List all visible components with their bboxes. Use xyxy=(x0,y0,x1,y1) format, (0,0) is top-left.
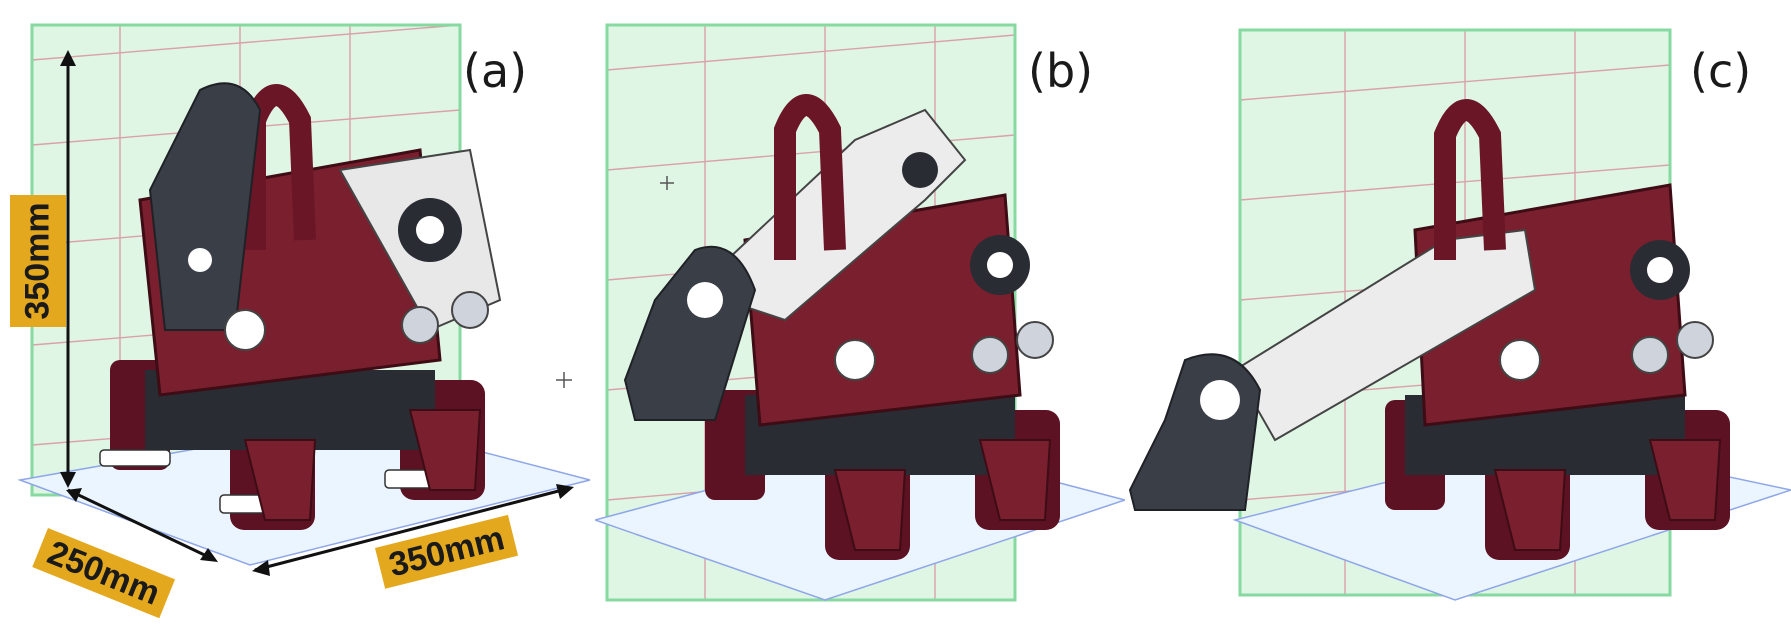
panel-label-a: (a) xyxy=(463,44,528,98)
height-dimension-tag: 350mm xyxy=(10,195,66,327)
panel-a: (a) 350mm 250mm 350mm xyxy=(0,0,595,627)
panel-c: (c) xyxy=(1125,0,1791,627)
robot-figure-extended xyxy=(1128,28,1791,601)
robot-figure-folded xyxy=(17,23,591,576)
robot-figure-partial xyxy=(595,23,1125,602)
panel-label-c: (c) xyxy=(1690,44,1752,98)
panel-b: (b) xyxy=(595,0,1125,627)
panel-label-b: (b) xyxy=(1028,44,1094,98)
